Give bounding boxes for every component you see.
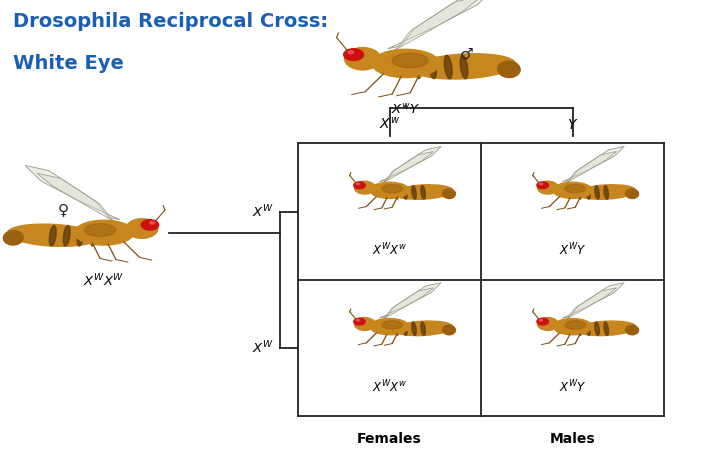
Ellipse shape bbox=[392, 53, 428, 68]
Polygon shape bbox=[379, 282, 441, 318]
Text: White Eye: White Eye bbox=[13, 54, 123, 73]
Ellipse shape bbox=[141, 220, 159, 230]
Ellipse shape bbox=[403, 322, 407, 336]
Ellipse shape bbox=[414, 55, 421, 78]
Ellipse shape bbox=[442, 325, 455, 335]
Text: $X^WX^w$: $X^WX^w$ bbox=[372, 378, 407, 395]
Ellipse shape bbox=[7, 224, 98, 246]
Text: $X^w$: $X^w$ bbox=[379, 116, 400, 132]
Ellipse shape bbox=[604, 186, 608, 199]
Ellipse shape bbox=[554, 319, 592, 335]
Ellipse shape bbox=[538, 318, 558, 330]
Ellipse shape bbox=[586, 322, 590, 336]
Ellipse shape bbox=[382, 321, 403, 329]
Ellipse shape bbox=[554, 182, 592, 198]
Ellipse shape bbox=[604, 322, 608, 336]
Ellipse shape bbox=[90, 226, 97, 246]
Ellipse shape bbox=[539, 320, 543, 321]
Polygon shape bbox=[565, 288, 617, 320]
Ellipse shape bbox=[577, 185, 636, 199]
Ellipse shape bbox=[84, 224, 116, 236]
Ellipse shape bbox=[63, 226, 70, 246]
Ellipse shape bbox=[372, 49, 439, 78]
Ellipse shape bbox=[421, 186, 425, 199]
Ellipse shape bbox=[50, 226, 56, 246]
Ellipse shape bbox=[344, 49, 363, 61]
Polygon shape bbox=[37, 173, 116, 222]
Polygon shape bbox=[382, 288, 434, 320]
Ellipse shape bbox=[538, 181, 558, 194]
Polygon shape bbox=[382, 151, 434, 184]
Polygon shape bbox=[565, 151, 617, 184]
Ellipse shape bbox=[75, 220, 134, 245]
Text: $X^WY$: $X^WY$ bbox=[559, 242, 587, 258]
Text: $X^wY$: $X^wY$ bbox=[391, 103, 420, 118]
Ellipse shape bbox=[421, 322, 425, 336]
Ellipse shape bbox=[345, 47, 381, 70]
Polygon shape bbox=[562, 282, 625, 318]
Ellipse shape bbox=[354, 318, 365, 325]
Ellipse shape bbox=[126, 219, 158, 238]
Ellipse shape bbox=[77, 226, 84, 246]
Ellipse shape bbox=[625, 189, 638, 198]
Ellipse shape bbox=[4, 231, 23, 245]
Ellipse shape bbox=[356, 183, 360, 185]
Text: Females: Females bbox=[357, 432, 422, 446]
Ellipse shape bbox=[356, 320, 360, 321]
Text: $X^W$: $X^W$ bbox=[252, 203, 274, 220]
Ellipse shape bbox=[460, 55, 468, 78]
Text: ♂: ♂ bbox=[460, 47, 473, 62]
Ellipse shape bbox=[625, 325, 638, 335]
Ellipse shape bbox=[586, 186, 590, 199]
Text: $X^WX^w$: $X^WX^w$ bbox=[372, 242, 407, 258]
Text: $X^W$: $X^W$ bbox=[252, 339, 274, 356]
Ellipse shape bbox=[413, 54, 516, 79]
Polygon shape bbox=[25, 165, 120, 220]
Polygon shape bbox=[388, 0, 495, 49]
Ellipse shape bbox=[429, 55, 437, 78]
Text: ♀: ♀ bbox=[57, 202, 68, 217]
Ellipse shape bbox=[411, 186, 416, 199]
Ellipse shape bbox=[393, 321, 453, 336]
Ellipse shape bbox=[444, 55, 452, 78]
Text: $Y$: $Y$ bbox=[567, 118, 578, 132]
Ellipse shape bbox=[577, 322, 582, 336]
Polygon shape bbox=[562, 146, 625, 182]
Text: $X^WX^W$: $X^WX^W$ bbox=[83, 273, 125, 289]
Text: Males: Males bbox=[550, 432, 595, 446]
Ellipse shape bbox=[150, 221, 154, 224]
Ellipse shape bbox=[577, 186, 582, 199]
Ellipse shape bbox=[595, 186, 600, 199]
Ellipse shape bbox=[348, 51, 353, 54]
Text: $X^WY$: $X^WY$ bbox=[559, 378, 587, 395]
Ellipse shape bbox=[537, 318, 549, 325]
Ellipse shape bbox=[411, 322, 416, 336]
Ellipse shape bbox=[355, 318, 375, 330]
Ellipse shape bbox=[394, 322, 398, 336]
Ellipse shape bbox=[354, 182, 365, 188]
Ellipse shape bbox=[498, 61, 520, 78]
Ellipse shape bbox=[382, 184, 403, 193]
Ellipse shape bbox=[394, 186, 398, 199]
Ellipse shape bbox=[442, 189, 455, 198]
Ellipse shape bbox=[370, 319, 409, 335]
Ellipse shape bbox=[393, 185, 453, 199]
Ellipse shape bbox=[565, 184, 586, 193]
Polygon shape bbox=[392, 0, 482, 52]
Ellipse shape bbox=[565, 321, 586, 329]
Ellipse shape bbox=[595, 322, 600, 336]
Polygon shape bbox=[379, 146, 441, 182]
Ellipse shape bbox=[577, 321, 636, 336]
Text: Drosophila Reciprocal Cross:: Drosophila Reciprocal Cross: bbox=[13, 12, 328, 31]
Ellipse shape bbox=[539, 183, 543, 185]
Ellipse shape bbox=[370, 182, 409, 198]
Ellipse shape bbox=[403, 186, 407, 199]
Ellipse shape bbox=[355, 181, 375, 194]
Ellipse shape bbox=[537, 182, 549, 188]
